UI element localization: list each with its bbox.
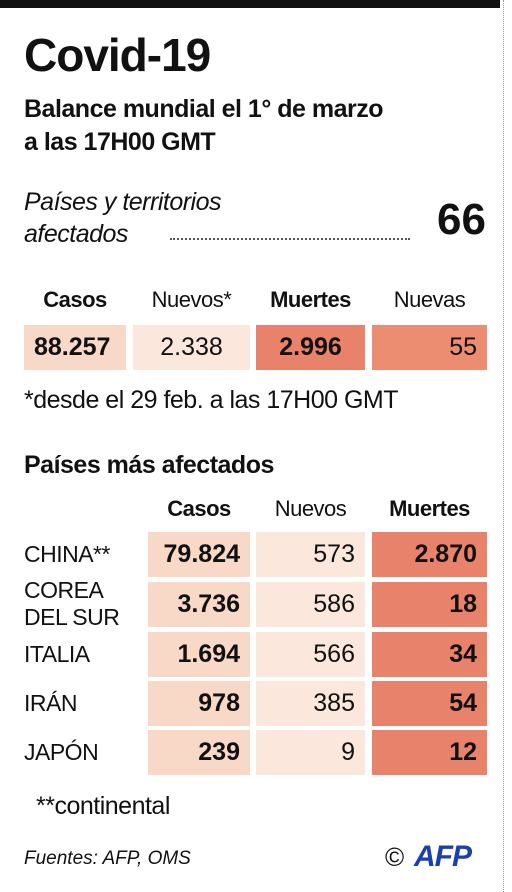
leader: [170, 238, 410, 240]
subtitle: a las 17H00 GMT: [24, 128, 216, 156]
copyright: ©: [385, 842, 405, 872]
table-cell: 573: [256, 532, 365, 577]
summary-cell: 55: [372, 325, 487, 370]
column-header: Nuevos: [274, 496, 347, 521]
table-cell: 566: [256, 632, 365, 677]
column-header: Casos: [167, 496, 231, 521]
table-cell: 34: [372, 632, 487, 677]
country-name: COREA: [24, 577, 104, 603]
table-title: Países más afectados: [24, 451, 274, 479]
affected-label: afectados: [24, 220, 128, 248]
table-cell: 9: [256, 730, 365, 775]
country-name: CHINA**: [24, 540, 110, 567]
side-rule: [503, 0, 504, 892]
table-cell: 18: [372, 582, 487, 627]
column-header: Muertes: [389, 496, 470, 521]
table-cell: 79.824: [148, 532, 250, 577]
afp-logo: AFP: [414, 840, 472, 873]
footnote: *desde el 29 feb. a las 17H00 GMT: [24, 386, 399, 414]
subtitle: Balance mundial el 1° de marzo: [24, 95, 384, 123]
footnote: **continental: [36, 792, 170, 820]
country-name: JAPÓN: [24, 738, 99, 765]
summary-cell: 88.257: [24, 325, 126, 370]
column-header: Casos: [43, 287, 107, 312]
table-cell: 239: [148, 730, 250, 775]
table-cell: 2.870: [372, 532, 487, 577]
table-cell: 1.694: [148, 632, 250, 677]
affected-label: Países y territorios: [24, 188, 222, 216]
summary-cell: 2.996: [256, 325, 365, 370]
title: Covid-19: [24, 29, 211, 81]
table-cell: 978: [148, 681, 250, 726]
country-name: IRÁN: [24, 689, 77, 716]
sources: Fuentes: AFP, OMS: [24, 848, 191, 869]
country-name: ITALIA: [24, 640, 90, 667]
table-cell: 385: [256, 681, 365, 726]
table-cell: 54: [372, 681, 487, 726]
top-bar: [0, 0, 500, 8]
column-header: Nuevos*: [151, 287, 232, 312]
country-name: DEL SUR: [24, 604, 120, 630]
affected-value: 66: [437, 195, 486, 244]
table-cell: 586: [256, 582, 365, 627]
column-header: Nuevas: [393, 287, 466, 312]
column-header: Muertes: [270, 287, 351, 312]
table-cell: 12: [372, 730, 487, 775]
summary-cell: 2.338: [133, 325, 250, 370]
table-cell: 3.736: [148, 582, 250, 627]
